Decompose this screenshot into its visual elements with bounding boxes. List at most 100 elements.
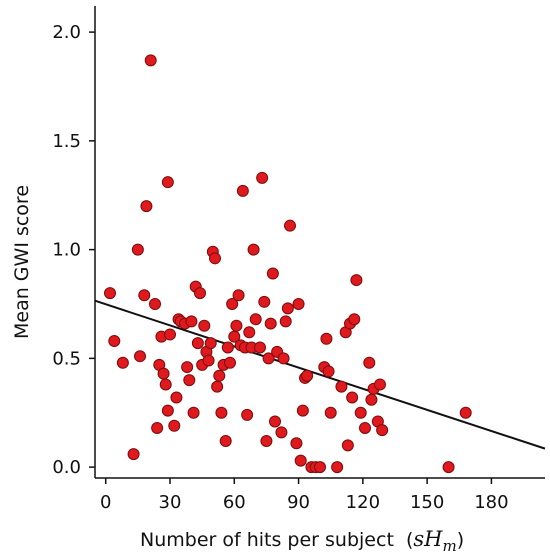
- data-point: [226, 297, 239, 310]
- data-point: [269, 415, 281, 428]
- data-point: [243, 326, 256, 339]
- y-tick-label: 1.0: [52, 240, 81, 261]
- data-point: [260, 435, 273, 448]
- x-tick-label: 180: [474, 492, 508, 513]
- data-point: [224, 356, 236, 369]
- data-point: [296, 404, 309, 417]
- data-point: [185, 315, 198, 328]
- data-point: [157, 367, 170, 380]
- y-axis-title: Mean GWI score: [11, 185, 33, 339]
- data-point: [320, 332, 333, 345]
- data-point: [284, 219, 296, 232]
- data-point: [164, 328, 176, 341]
- x-tick-label: 120: [346, 492, 380, 513]
- data-point: [181, 361, 194, 374]
- data-point: [256, 171, 269, 184]
- data-point: [359, 421, 371, 434]
- data-point: [161, 176, 174, 189]
- data-point: [376, 424, 389, 437]
- data-point: [161, 404, 174, 417]
- data-point: [159, 378, 172, 391]
- data-point: [264, 317, 277, 330]
- data-point: [324, 406, 337, 419]
- data-point: [290, 437, 303, 450]
- data-point: [262, 352, 275, 365]
- data-point: [219, 435, 232, 448]
- data-point: [131, 243, 144, 256]
- data-point: [108, 334, 121, 347]
- data-point: [232, 289, 245, 302]
- x-axis-title: Number of hits per subject (sHm): [140, 527, 464, 555]
- x-tick-label: 30: [159, 492, 182, 513]
- data-point: [215, 406, 228, 419]
- data-point: [322, 365, 335, 378]
- x-tick-label: 60: [223, 492, 246, 513]
- data-point: [236, 184, 249, 197]
- data-point: [374, 378, 386, 391]
- data-point: [331, 461, 344, 474]
- data-point: [194, 287, 206, 300]
- data-point: [191, 337, 204, 350]
- x-ticks: 0 30 60 90 120 150 180: [100, 478, 509, 513]
- y-tick-label: 0.0: [52, 457, 81, 478]
- x-axis-title-open-paren: (: [406, 529, 413, 551]
- data-point: [459, 406, 472, 419]
- data-point: [341, 439, 354, 452]
- data-point: [254, 341, 266, 354]
- x-tick-label: 90: [287, 492, 310, 513]
- data-point: [221, 341, 234, 354]
- data-point: [354, 406, 367, 419]
- data-point: [134, 350, 146, 363]
- data-point: [230, 319, 243, 332]
- data-point: [187, 406, 200, 419]
- data-point: [335, 380, 348, 393]
- data-point: [258, 295, 271, 308]
- axes: [94, 6, 545, 479]
- data-point: [277, 352, 290, 365]
- data-point: [363, 356, 376, 369]
- x-tick-label: 150: [410, 492, 444, 513]
- y-tick-label: 0.5: [52, 348, 81, 369]
- data-point: [204, 337, 217, 350]
- data-point: [127, 448, 140, 461]
- data-point: [170, 391, 183, 404]
- data-point: [116, 356, 129, 369]
- data-point: [292, 297, 305, 310]
- data-point: [249, 313, 262, 326]
- data-point: [247, 243, 260, 256]
- trend-line-group: [94, 299, 546, 450]
- data-point: [350, 274, 363, 287]
- y-tick-label: 1.5: [52, 131, 81, 152]
- x-axis-title-symbol: sH: [413, 527, 443, 551]
- data-point: [213, 369, 226, 382]
- data-point: [198, 319, 211, 332]
- x-axis-title-subscript: m: [442, 537, 456, 555]
- data-point: [442, 461, 455, 474]
- data-point: [346, 391, 359, 404]
- data-point: [314, 461, 326, 474]
- data-points: [104, 54, 472, 474]
- data-point: [211, 380, 224, 393]
- data-point: [104, 287, 116, 300]
- data-point: [279, 315, 292, 328]
- data-point: [140, 200, 153, 213]
- data-point: [144, 54, 157, 67]
- data-point: [138, 289, 151, 302]
- data-point: [275, 426, 288, 439]
- data-point: [294, 454, 307, 467]
- data-point: [301, 369, 314, 382]
- data-point: [183, 374, 196, 387]
- x-axis-title-text: Number of hits per subject: [140, 529, 394, 551]
- data-point: [151, 421, 164, 434]
- data-point: [266, 267, 279, 280]
- data-point: [241, 408, 254, 421]
- trend-line: [94, 299, 546, 450]
- data-point: [209, 252, 221, 265]
- x-tick-label: 0: [100, 492, 111, 513]
- y-ticks: 0.0 0.5 1.0 1.5 2.0: [52, 22, 95, 478]
- data-point: [348, 313, 361, 326]
- data-point: [149, 297, 161, 310]
- data-point: [281, 302, 294, 315]
- data-point: [365, 393, 378, 406]
